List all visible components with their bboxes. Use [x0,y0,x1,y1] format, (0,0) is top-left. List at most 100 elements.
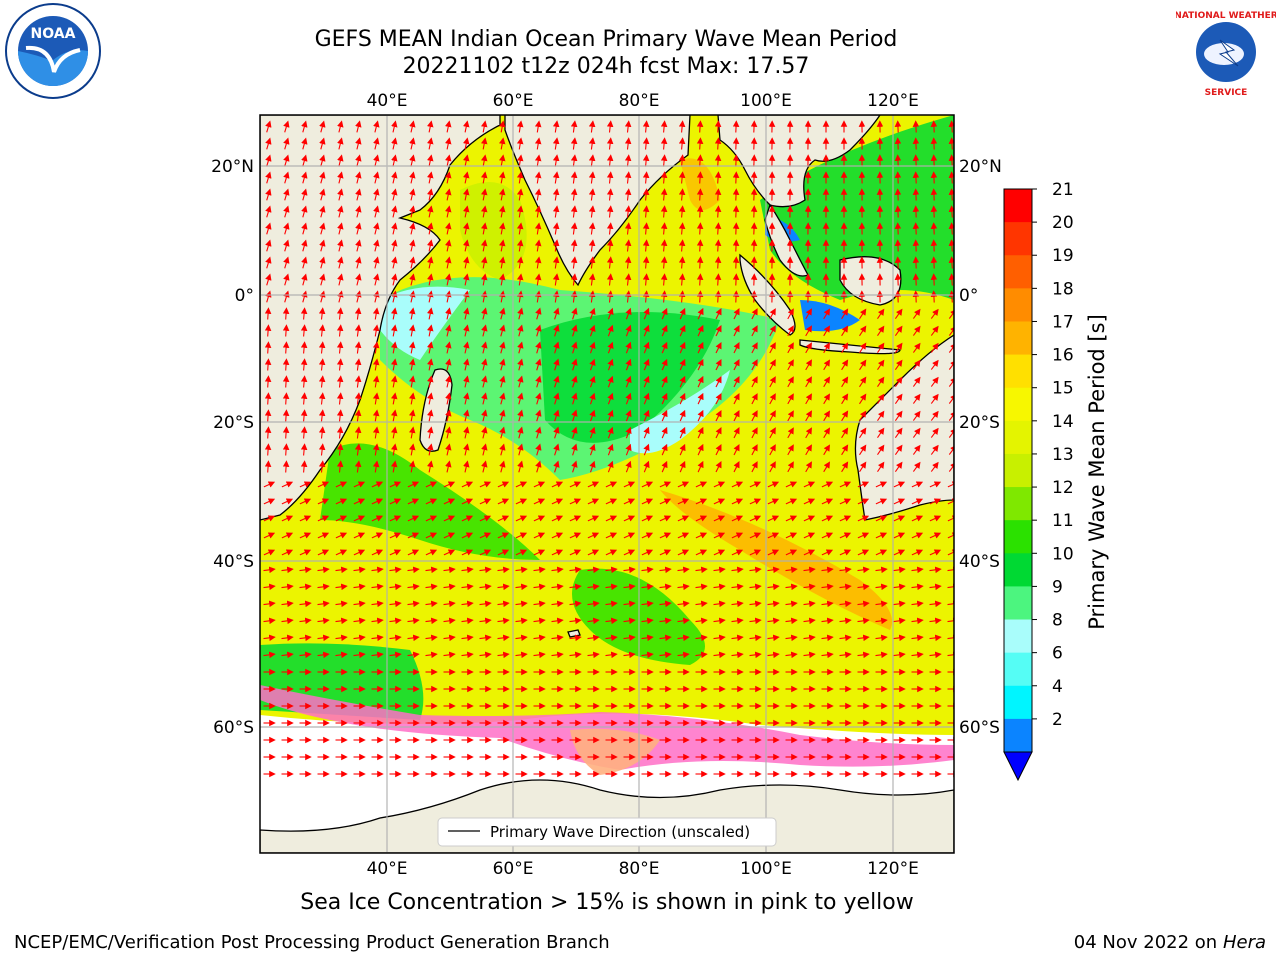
wave-arrow [839,498,852,505]
wave-arrow [497,498,510,505]
wave-arrow [769,376,776,388]
wave-arrow [517,392,524,405]
wave-arrow [677,515,690,522]
wave-arrow [318,324,326,337]
wave-arrow [695,481,708,488]
wave-arrow [300,426,308,439]
wave-arrow [264,409,272,422]
wave-arrow [515,549,528,556]
wave-arrow [679,324,686,337]
land-arabia-africa [260,115,501,521]
wave-arrow [282,426,290,439]
wave-arrow [643,460,650,473]
wave-arrow [677,532,690,539]
wave-arrow [696,154,704,167]
wave-arrow [534,171,542,184]
wave-arrow [283,120,290,133]
wave-arrow [337,137,344,150]
lon-ticks-top: 40°E 60°E 80°E 100°E 120°E [367,91,919,111]
wave-arrow [264,341,272,354]
colorbar-label: Primary Wave Mean Period [s] [1085,314,1109,630]
wave-arrow [697,341,704,354]
wave-arrow [571,307,578,320]
wave-arrow [445,460,452,473]
wave-arrow [875,481,888,488]
wave-arrow [480,171,488,184]
wave-arrow [353,515,366,522]
wave-arrow [353,549,366,556]
wave-arrow [695,549,708,556]
map-area [260,115,954,853]
wave-arrow [318,392,326,405]
wave-arrow [319,273,326,286]
wave-arrow [318,460,326,473]
wave-arrow [624,239,632,252]
wave-arrow [390,307,398,320]
wave-arrow [643,358,650,371]
colorbar-segment [1004,321,1032,356]
wave-arrow [516,205,524,218]
wave-arrow [498,273,506,286]
wave-arrow [372,460,380,473]
wave-arrow [319,171,326,184]
wave-arrow [695,498,708,505]
wave-arrow [481,409,488,422]
wave-arrow [283,154,290,167]
lon-tick-top-100e: 100°E [740,91,792,111]
wave-arrow [443,498,456,505]
colorbar-tick-label: 9 [1052,577,1063,597]
wave-arrow [625,324,632,337]
wave-arrow [552,137,560,150]
wave-arrow [337,205,344,218]
wave-arrow [463,188,470,201]
wave-arrow [641,481,654,488]
wave-arrow [354,426,362,439]
wave-arrow [803,549,816,556]
wave-arrow [679,392,686,405]
wave-arrow [589,375,596,388]
wave-arrow [389,549,402,556]
wave-arrow [553,460,560,473]
wave-arrow [389,532,402,539]
wave-arrow [823,427,831,439]
wave-arrow [642,239,650,252]
wave-arrow [787,461,794,473]
lon-tick-top-40e: 40°E [367,91,408,111]
wave-arrow [372,426,380,439]
wave-arrow [569,549,582,556]
wave-arrow [265,239,272,252]
wave-arrow [912,376,921,387]
wave-arrow [552,239,560,252]
wave-arrow [623,481,636,488]
wave-arrow [606,137,614,150]
wave-arrow [300,409,308,422]
wave-arrow [533,515,546,522]
wave-arrow [589,409,596,422]
wave-arrow [894,410,903,422]
wave-arrow [859,427,867,439]
wave-arrow [299,515,312,522]
wave-arrow [480,239,488,252]
wave-arrow [443,481,456,488]
wave-arrow [641,532,654,539]
wave-arrow [463,222,470,235]
wave-arrow [317,515,330,522]
wave-arrow [390,324,398,337]
wave-arrow [787,325,794,337]
wave-arrow [552,273,560,286]
wave-arrow [498,154,506,167]
wave-arrow [678,120,686,133]
wave-arrow [533,498,546,505]
wave-arrow [643,392,650,405]
wave-arrow [749,481,762,488]
wave-arrow [264,443,272,456]
wave-arrow [481,307,488,320]
wave-arrow [588,171,596,184]
wave-arrow [823,393,831,405]
wave-arrow [481,375,488,388]
wave-arrow [697,324,704,337]
wave-arrow [805,342,812,354]
wave-arrow [445,375,452,388]
wave-arrow [318,426,326,439]
wave-arrow [463,137,470,150]
